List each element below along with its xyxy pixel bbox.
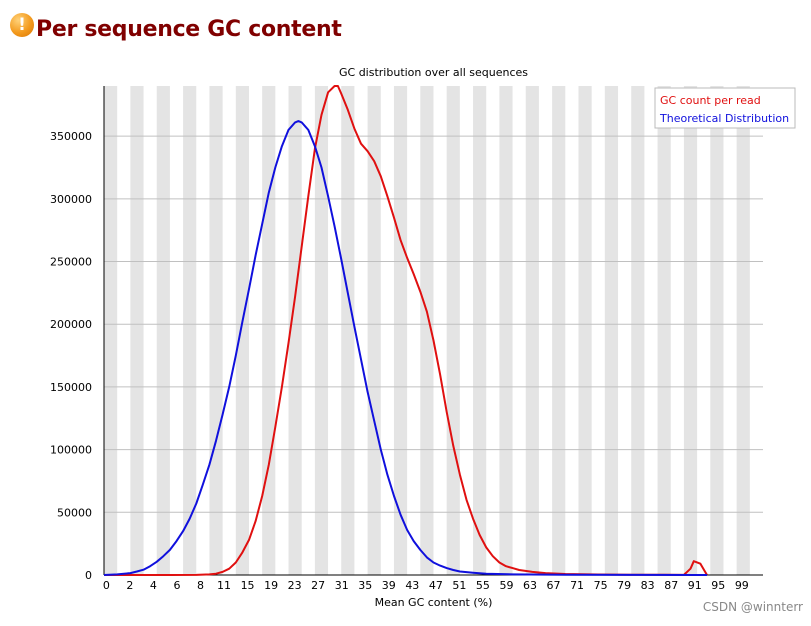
x-tick-label: 91 (688, 579, 702, 592)
plot-stripe (552, 86, 566, 575)
plot-stripe (341, 86, 355, 575)
series-line-gc-count (104, 85, 708, 576)
legend-entry: Theoretical Distribution (659, 112, 789, 125)
x-tick-label: 19 (264, 579, 278, 592)
watermark: CSDN @winnterr (702, 600, 803, 614)
x-tick-label: 99 (735, 579, 749, 592)
plot-stripe (183, 86, 197, 575)
plot-stripe (104, 86, 118, 575)
legend-entry: GC count per read (660, 94, 761, 107)
legend-box (654, 87, 796, 129)
x-tick-label: 63 (523, 579, 537, 592)
series-line-theoretical (103, 120, 707, 576)
x-tick-label: 23 (288, 579, 302, 592)
y-tick-label: 300000 (50, 193, 92, 206)
x-tick-label: 51 (452, 579, 466, 592)
plot-stripe (578, 86, 592, 575)
x-tick-label: 79 (617, 579, 631, 592)
x-tick-label: 31 (335, 579, 349, 592)
plot-stripe (288, 86, 302, 575)
y-tick-label: 50000 (57, 506, 92, 519)
y-tick-label: 100000 (50, 444, 92, 457)
x-tick-label: 71 (570, 579, 584, 592)
chart-title: GC distribution over all sequences (339, 66, 528, 79)
plot-stripe (367, 86, 381, 575)
x-tick-label: 67 (547, 579, 561, 592)
warning-icon: ! (10, 13, 34, 37)
x-tick-label: 59 (499, 579, 513, 592)
plot-stripe (683, 86, 698, 575)
x-tick-label: 55 (476, 579, 490, 592)
y-tick-label: 150000 (50, 381, 92, 394)
plot-stripe (499, 86, 513, 575)
x-tick-label: 47 (429, 579, 443, 592)
y-tick-label: 350000 (50, 130, 92, 143)
y-tick-label: 0 (85, 569, 92, 582)
x-axis-label: Mean GC content (%) (375, 596, 493, 609)
plot-stripe (314, 86, 329, 575)
plot-stripe (130, 86, 144, 575)
x-tick-label: 75 (594, 579, 608, 592)
x-tick-label: 39 (382, 579, 396, 592)
x-tick-label: 4 (150, 579, 157, 592)
plot-stripe (736, 86, 750, 575)
plot-stripe (710, 86, 724, 575)
plot-stripe (446, 86, 460, 575)
x-tick-label: 83 (641, 579, 655, 592)
x-tick-label: 15 (241, 579, 255, 592)
plot-stripe (473, 86, 487, 575)
x-tick-label: 27 (311, 579, 325, 592)
plot-stripe (420, 86, 434, 575)
x-tick-label: 6 (173, 579, 180, 592)
plot-stripe (604, 86, 619, 575)
plot-stripe (525, 86, 539, 575)
plot-stripe (209, 86, 223, 575)
page-heading: ! Per sequence GC content (10, 12, 342, 46)
x-tick-label: 8 (197, 579, 204, 592)
x-tick-label: 95 (711, 579, 725, 592)
plot-stripe (631, 86, 645, 575)
x-tick-label: 11 (217, 579, 231, 592)
x-tick-label: 43 (405, 579, 419, 592)
plot-stripe (262, 86, 276, 575)
x-tick-label: 87 (664, 579, 678, 592)
y-tick-label: 250000 (50, 256, 92, 269)
x-tick-label: 2 (126, 579, 133, 592)
plot-stripe (156, 86, 170, 575)
x-tick-label: 0 (103, 579, 110, 592)
page-title: Per sequence GC content (36, 16, 342, 42)
x-tick-label: 35 (358, 579, 372, 592)
plot-stripe (657, 86, 671, 575)
plot-stripe (393, 86, 408, 575)
y-tick-label: 200000 (50, 318, 92, 331)
plot-stripe (235, 86, 249, 575)
